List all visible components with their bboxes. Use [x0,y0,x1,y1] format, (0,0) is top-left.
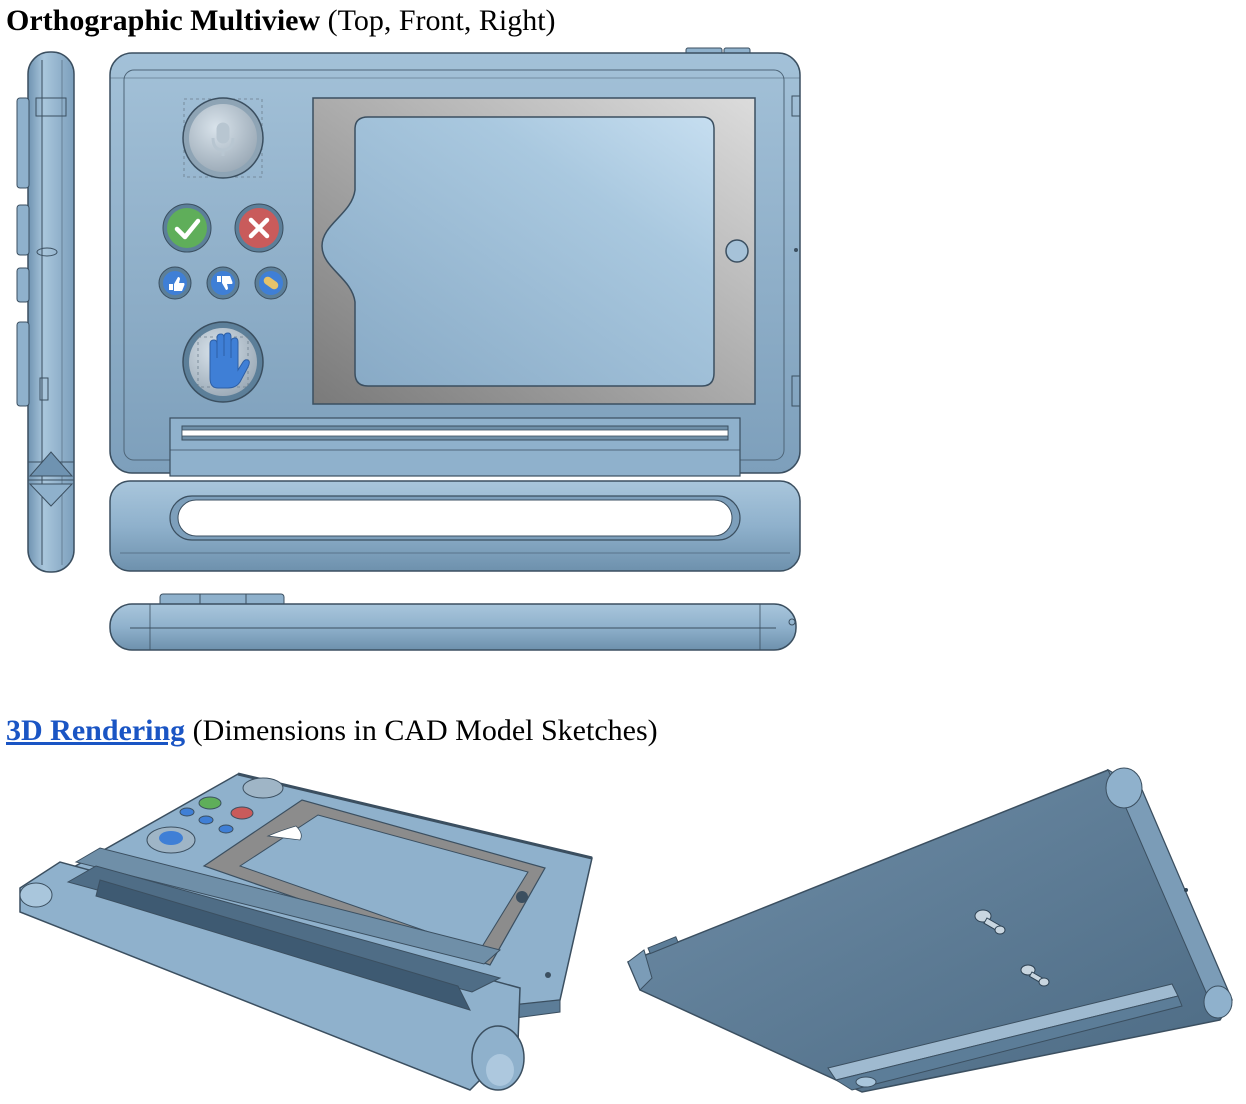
stop-hand-button[interactable] [182,321,264,403]
microphone-icon [211,122,235,156]
bandage-icon [263,276,279,290]
close-icon [248,217,270,239]
side-view [16,51,75,573]
bandage-button[interactable] [254,266,288,300]
front-view [109,47,801,572]
bottom-view [109,593,797,651]
iso-front-render [19,772,593,1091]
tablet-screen [321,116,715,387]
multiview-heading: Orthographic Multiview (Top, Front, Righ… [6,6,556,36]
rendering-heading: 3D Rendering (Dimensions in CAD Model Sk… [6,716,658,746]
checkmark-icon [174,218,201,240]
thumbs-up-icon [169,277,185,291]
mount-keyhole [974,909,1050,987]
cancel-button[interactable] [234,203,284,253]
rendering-link[interactable]: 3D Rendering [6,714,186,747]
home-button [725,239,749,263]
iso-back-render [627,767,1233,1093]
confirm-button[interactable] [162,203,212,253]
multiview-subtitle: (Top, Front, Right) [320,4,556,37]
thumbs-up-button[interactable] [158,266,192,300]
hand-icon [209,332,250,389]
microphone-button[interactable] [182,97,264,179]
thumbs-down-button[interactable] [206,266,240,300]
rendering-subtitle: (Dimensions in CAD Model Sketches) [185,714,658,747]
thumbs-down-icon [217,276,233,290]
multiview-title: Orthographic Multiview [6,4,321,37]
